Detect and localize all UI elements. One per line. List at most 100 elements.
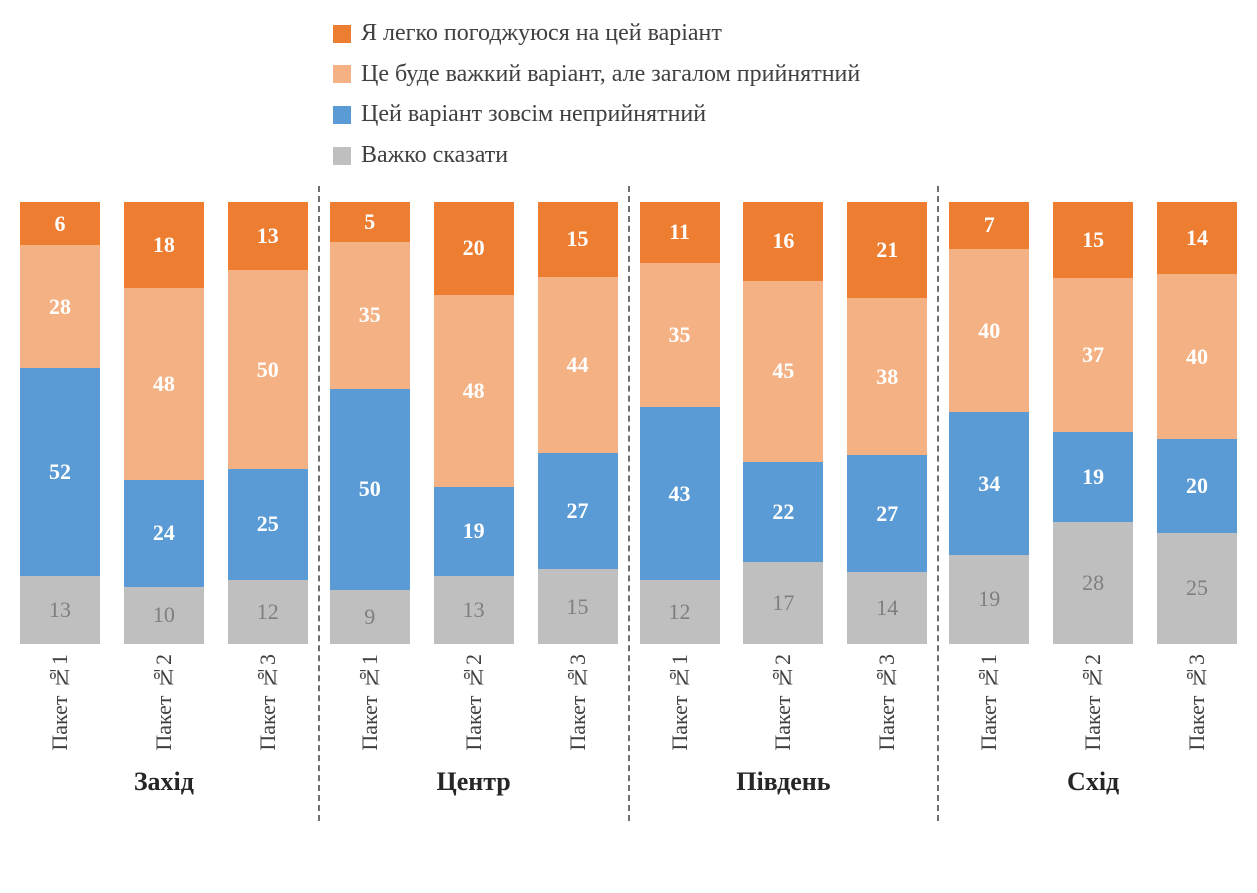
stacked-bar: 19 34 40 7 xyxy=(949,202,1030,644)
bar-segment: 19 xyxy=(433,486,514,576)
stacked-bar: 12 25 50 13 xyxy=(227,202,308,644)
region-label: Центр xyxy=(436,766,511,796)
segment-value-label: 13 xyxy=(462,596,485,622)
segment-value-label: 24 xyxy=(152,520,175,546)
bar-segment: 9 xyxy=(329,589,410,644)
stacked-bar: 14 27 38 21 xyxy=(847,202,928,644)
region-label: Схід xyxy=(1067,766,1120,796)
legend-swatch-icon xyxy=(333,24,351,43)
segment-value-label: 15 xyxy=(566,593,589,619)
segment-value-label: 35 xyxy=(668,321,691,347)
legend-label: Я легко погоджуюся на цей варіант xyxy=(361,20,722,46)
segment-value-label: 25 xyxy=(256,511,279,537)
bar-segment: 45 xyxy=(743,280,824,462)
segment-value-label: 37 xyxy=(1082,341,1105,367)
bar-segment: 40 xyxy=(949,248,1030,413)
bar-column: 12 43 35 11 Пакет №1 xyxy=(639,202,720,751)
bar-segment: 15 xyxy=(537,569,618,644)
bar-segment: 35 xyxy=(329,241,410,390)
bar-segment: 6 xyxy=(20,202,100,246)
segment-value-label: 19 xyxy=(978,586,1001,612)
segment-value-label: 20 xyxy=(462,235,485,261)
bar-row: 19 34 40 7 Пакет №1 28 19 37 15 Пакет №2 25 20 40 14 П… xyxy=(939,202,1247,751)
segment-value-label: 52 xyxy=(49,458,71,484)
legend-item: Цей варіант зовсім неприйнятний xyxy=(333,101,860,129)
segment-value-label: 12 xyxy=(668,598,691,624)
category-label: Пакет №2 xyxy=(1080,654,1106,751)
segment-value-label: 27 xyxy=(566,498,589,524)
chart-legend: Я легко погоджуюся на цей варіант Це буде… xyxy=(333,20,860,182)
bar-column: 15 27 44 15 Пакет №3 xyxy=(537,201,618,751)
stacked-bar: 10 24 48 18 xyxy=(123,202,204,644)
segment-value-label: 9 xyxy=(364,603,376,629)
segment-value-label: 40 xyxy=(978,317,1001,343)
bar-column: 10 24 48 18 Пакет №2 xyxy=(123,202,204,751)
bar-segment: 21 xyxy=(847,202,928,299)
bar-column: 13 52 28 6 Пакет №1 xyxy=(20,202,100,751)
bar-column: 13 19 48 20 Пакет №2 xyxy=(433,202,514,751)
bar-segment: 19 xyxy=(949,554,1030,644)
segment-value-label: 50 xyxy=(358,476,381,502)
bar-segment: 43 xyxy=(639,407,720,580)
category-label: Пакет №1 xyxy=(976,654,1002,751)
segment-value-label: 27 xyxy=(876,500,899,526)
category-label: Пакет №2 xyxy=(770,654,796,751)
bar-segment: 5 xyxy=(329,202,410,242)
bar-segment: 48 xyxy=(123,287,204,480)
bar-segment: 12 xyxy=(227,579,308,644)
category-label: Пакет №1 xyxy=(666,654,692,751)
bar-segment: 14 xyxy=(1157,202,1237,275)
segment-value-label: 14 xyxy=(1186,225,1208,251)
bar-column: 9 50 35 5 Пакет №1 xyxy=(329,202,410,751)
region-group-3: 12 43 35 11 Пакет №1 17 22 45 16 Пакет №2 14 27 38 21… xyxy=(627,186,938,821)
bar-segment: 27 xyxy=(537,452,618,570)
region-group-4: 19 34 40 7 Пакет №1 28 19 37 15 Пакет №2 25 20 40 14 П… xyxy=(937,186,1247,821)
category-label: Пакет №2 xyxy=(150,654,176,751)
legend-label: Важко сказати xyxy=(361,141,509,168)
stacked-bar: 13 19 48 20 xyxy=(433,202,514,644)
bar-segment: 20 xyxy=(1157,439,1237,533)
segment-value-label: 22 xyxy=(772,498,795,524)
segment-value-label: 48 xyxy=(462,377,485,403)
segment-value-label: 48 xyxy=(152,370,175,396)
bar-segment: 15 xyxy=(1053,202,1134,278)
segment-value-label: 28 xyxy=(49,293,71,319)
bar-segment: 44 xyxy=(537,276,618,453)
bar-segment: 38 xyxy=(847,298,928,455)
segment-value-label: 13 xyxy=(256,223,279,248)
bar-row: 12 43 35 11 Пакет №1 17 22 45 16 Пакет №2 14 27 38 21… xyxy=(630,202,938,751)
bar-segment: 24 xyxy=(123,479,204,587)
segment-value-label: 12 xyxy=(256,598,279,624)
bar-segment: 50 xyxy=(329,389,410,590)
segment-value-label: 16 xyxy=(772,228,795,254)
segment-value-label: 6 xyxy=(54,210,66,236)
category-label: Пакет №1 xyxy=(356,654,382,751)
legend-item: Важко сказати xyxy=(333,142,860,170)
segment-value-label: 44 xyxy=(566,351,589,377)
category-label: Пакет №2 xyxy=(460,654,486,751)
segment-value-label: 21 xyxy=(876,237,899,263)
stacked-bar: 15 27 44 15 xyxy=(537,201,618,644)
bar-segment: 14 xyxy=(847,572,928,644)
legend-label: Цей варіант зовсім неприйнятний xyxy=(361,101,707,128)
bar-row: 13 52 28 6 Пакет №1 10 24 48 18 Пакет №2 12 25 50 13 П… xyxy=(10,202,318,751)
region-group-1: 13 52 28 6 Пакет №1 10 24 48 18 Пакет №2 12 25 50 13 П… xyxy=(10,186,318,821)
stacked-bar: 28 19 37 15 xyxy=(1053,202,1134,644)
segment-value-label: 19 xyxy=(462,518,485,544)
legend-swatch-icon xyxy=(333,146,351,165)
segment-value-label: 15 xyxy=(1082,226,1105,252)
bar-segment: 15 xyxy=(537,201,618,277)
category-label: Пакет №3 xyxy=(1184,654,1209,751)
chart-plot: 13 52 28 6 Пакет №1 10 24 48 18 Пакет №2 12 25 50 13 П… xyxy=(10,186,1247,821)
category-label: Пакет №1 xyxy=(47,654,72,751)
segment-value-label: 18 xyxy=(152,231,175,257)
bar-segment: 16 xyxy=(743,202,824,281)
bar-column: 19 34 40 7 Пакет №1 xyxy=(949,202,1030,751)
segment-value-label: 50 xyxy=(256,356,279,382)
stacked-bar: 25 20 40 14 xyxy=(1157,202,1237,644)
bar-segment: 52 xyxy=(20,367,100,576)
legend-item: Це буде важкий варіант, але загалом прий… xyxy=(333,61,860,89)
bar-segment: 28 xyxy=(20,245,100,368)
segment-value-label: 7 xyxy=(983,212,995,238)
segment-value-label: 19 xyxy=(1082,463,1105,489)
